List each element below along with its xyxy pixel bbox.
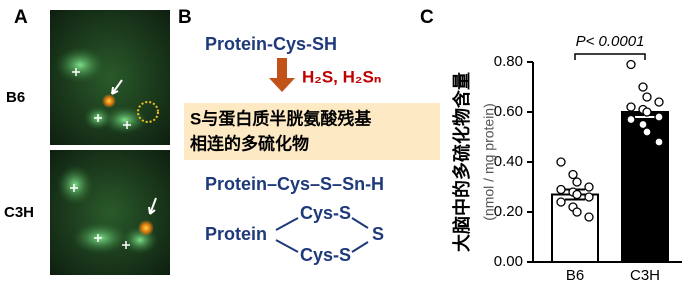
y-tick-label: 0.40: [494, 153, 523, 170]
data-point: [572, 177, 582, 187]
ring-bonds: [275, 217, 369, 253]
data-point: [584, 182, 594, 192]
row-label: B6: [6, 89, 25, 106]
data-point: [654, 112, 664, 122]
data-point: [556, 197, 566, 207]
data-point: [626, 59, 636, 70]
row-label: C3H: [4, 204, 34, 221]
ring-s: S: [372, 224, 384, 244]
y-tick-label: 0.20: [494, 203, 523, 220]
bar: [621, 111, 669, 263]
panel-label: B: [178, 7, 192, 28]
x-tick-label: B6: [566, 267, 584, 284]
box-text: S与蛋白质半胱氨酸残基: [190, 108, 372, 128]
y-axis-title: 大脑中的多硫化物含量: [451, 72, 472, 252]
data-point: [572, 189, 582, 200]
reactant: Protein-Cys-SH: [205, 34, 337, 54]
p-value: P< 0.0001: [576, 33, 645, 50]
y-tick-label: 0.00: [494, 253, 523, 270]
data-point: [642, 127, 652, 137]
micrograph-c3h: [50, 150, 170, 275]
data-point: [572, 207, 582, 217]
data-point: [584, 192, 594, 202]
data-point: [556, 184, 566, 195]
data-point: [638, 119, 648, 130]
ring-cys: Cys-S: [300, 203, 351, 223]
micrograph-b6: [50, 10, 170, 145]
linear-product: Protein–Cys–S–Sn-H: [205, 174, 384, 194]
ring-protein: Protein: [205, 224, 267, 244]
panel-label: C: [420, 7, 434, 28]
data-point: [626, 102, 636, 112]
chart: 0.00 0.20 0.40 0.60 0.80 大脑中的多硫化物含量 (nmol / mg…: [451, 33, 682, 284]
reaction-arrow: [269, 58, 295, 92]
significance-bracket: [574, 53, 646, 60]
data-point: [584, 212, 594, 222]
y-axis-unit: (nmol / mg protein): [481, 103, 497, 220]
data-point: [626, 114, 636, 125]
data-point: [654, 137, 664, 147]
y-tick-label: 0.80: [494, 53, 523, 70]
data-point: [638, 82, 648, 92]
data-point: [642, 92, 652, 102]
reagent: H₂S, H₂Sₙ: [302, 67, 382, 86]
ring-cys: Cys-S: [300, 245, 351, 265]
highlight-box: [184, 103, 440, 160]
y-tick-label: 0.60: [494, 103, 523, 120]
data-point: [654, 97, 664, 107]
data-point: [642, 107, 652, 117]
panel-label: A: [14, 7, 28, 28]
data-point: [556, 157, 566, 167]
data-point: [568, 169, 578, 180]
x-tick-label: C3H: [630, 267, 660, 284]
box-text: 相连的多硫化物: [190, 133, 309, 153]
